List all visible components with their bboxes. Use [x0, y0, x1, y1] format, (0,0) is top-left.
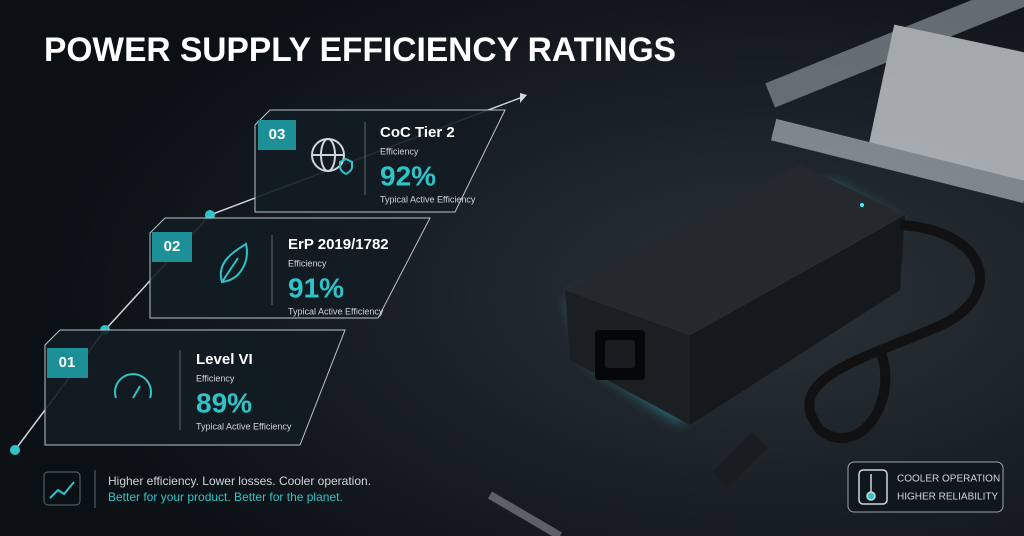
- tier-number: 01: [59, 354, 76, 371]
- tier-name: ErP 2019/1782: [288, 236, 389, 253]
- efficiency-label: Efficiency: [380, 146, 419, 156]
- efficiency-value: 92%: [380, 160, 436, 191]
- thermometer-icon: [858, 469, 888, 505]
- badge-line: COOLER OPERATION: [897, 474, 1000, 485]
- tier-badges: [47, 120, 296, 378]
- efficiency-note: Typical Active Efficiency: [196, 421, 292, 431]
- efficiency-note: Typical Active Efficiency: [288, 306, 384, 316]
- tier-name: Level VI: [196, 351, 253, 368]
- tier-panels: [44, 109, 506, 446]
- efficiency-value: 89%: [196, 387, 252, 418]
- efficiency-note: Typical Active Efficiency: [380, 194, 476, 204]
- footer-icon: [49, 481, 75, 499]
- footer-line: Better for your product. Better for the …: [108, 490, 343, 504]
- efficiency-value: 91%: [288, 272, 344, 303]
- footer-line: Higher efficiency. Lower losses. Cooler …: [108, 474, 371, 488]
- tier-number: 03: [269, 126, 286, 143]
- efficiency-label: Efficiency: [196, 373, 235, 383]
- title: POWER SUPPLY EFFICIENCY RATINGS: [44, 31, 676, 69]
- icons: [114, 138, 353, 399]
- power-adapter: [565, 165, 986, 488]
- desk-items: [487, 0, 1024, 536]
- tier-name: CoC Tier 2: [380, 124, 455, 141]
- badge-line: HIGHER RELIABILITY: [897, 492, 998, 503]
- dividers: [179, 122, 366, 430]
- tier-number: 02: [164, 238, 181, 255]
- footer-icon-box: [43, 471, 81, 506]
- efficiency-label: Efficiency: [288, 258, 327, 268]
